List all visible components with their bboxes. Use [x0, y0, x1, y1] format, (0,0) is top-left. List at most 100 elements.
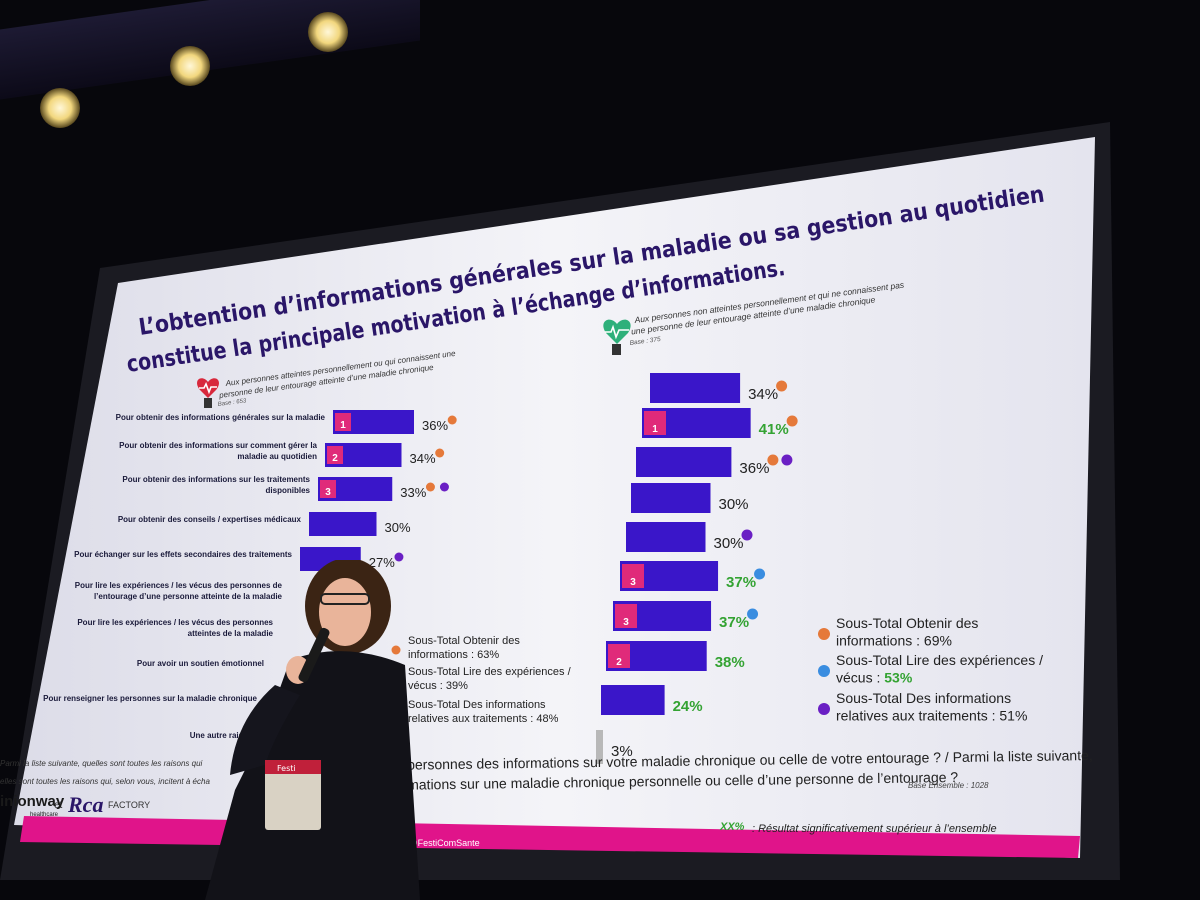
right-bar — [596, 730, 603, 764]
stage-light-3 — [308, 12, 348, 52]
subtotal-line: Sous-Total Obtenir des — [836, 615, 978, 631]
speaker: Festi — [205, 560, 420, 900]
marker-dot-blue — [754, 568, 766, 580]
left-bar — [309, 512, 377, 536]
base-total: Base Ensemble : 1028 — [908, 781, 989, 790]
left-group-icon — [197, 378, 219, 408]
subtotal-marker — [818, 703, 830, 715]
left-category-labels: Pour obtenir des informations générales … — [43, 413, 325, 740]
significance-key: XX% — [719, 821, 745, 833]
subtotal-marker — [818, 665, 830, 677]
speaker-badge-text: Festi — [277, 764, 296, 773]
category-label: Pour lire les expériences / les vécus de… — [77, 618, 273, 627]
value-label: 34% — [748, 386, 778, 403]
value-label: 30% — [714, 535, 744, 552]
subtotal-label: Sous-Total Lire des expériences / vécus :… — [836, 652, 1043, 686]
subtotal-label: Sous-Total Lire des expériences / vécus :… — [408, 666, 572, 692]
category-label: Pour obtenir des informations sur commen… — [119, 441, 317, 450]
right-bar — [650, 373, 741, 403]
value-label: 3% — [611, 743, 633, 760]
marker-dot-orange — [786, 415, 798, 427]
category-label: disponibles — [266, 486, 311, 495]
speaker-badge — [265, 760, 321, 830]
value-label: 24% — [673, 698, 703, 715]
marker-dot-purple — [394, 552, 404, 562]
rank-number: 3 — [325, 487, 331, 498]
rank-number: 2 — [332, 453, 338, 464]
subtotal-line: Sous-Total Lire des expériences / — [836, 652, 1043, 668]
question-line1-a: Parmi la liste suivante, quelles sont to… — [0, 759, 203, 768]
subtotal-line: informations : 69% — [836, 633, 952, 649]
subtotal-label: Sous-Total Des informations relatives aux… — [836, 690, 1027, 724]
subtotal-line: Sous-Total Des informations — [836, 690, 1011, 706]
value-label: 37% — [726, 574, 756, 591]
value-label: 41% — [759, 421, 789, 438]
marker-dot-orange — [447, 415, 457, 425]
marker-dot-orange — [767, 454, 779, 466]
category-label: Pour échanger sur les effets secondaires… — [74, 550, 292, 559]
value-label: 36% — [739, 460, 769, 477]
subtotal-line: Sous-Total Lire des expériences / — [408, 666, 572, 678]
category-label: Pour renseigner les personnes sur la mal… — [43, 694, 257, 703]
value-label: 30% — [719, 496, 749, 513]
rank-badge — [335, 413, 351, 431]
value-label: 27% — [369, 555, 395, 570]
right-bars: 34% 1 41% 36% 30% 30% 3 37% 3 37% 2 38% 24% 3% — [596, 373, 798, 764]
rank-badge — [615, 604, 637, 628]
subtotal-label: Sous-Total Obtenir des informations : 63% — [408, 635, 520, 661]
rank-number: 1 — [652, 424, 658, 435]
category-label: l’entourage d’une personne atteinte de l… — [94, 592, 283, 601]
rank-number: 3 — [630, 577, 636, 588]
rank-badge — [320, 480, 336, 498]
subtotal-label: Sous-Total Obtenir des informations : 69% — [836, 615, 978, 649]
subtotal-line: informations : 63% — [408, 649, 499, 661]
speaker-arm — [230, 685, 300, 775]
rank-badge — [327, 446, 343, 464]
category-label: Pour lire les expériences / les vécus de… — [75, 581, 283, 590]
marker-dot-blue — [747, 608, 759, 620]
footer-handles: omSanté @FestiComSante — [370, 838, 480, 848]
stage-light-2 — [170, 46, 210, 86]
value-label: 37% — [719, 614, 749, 631]
right-subtotals: Sous-Total Obtenir des informations : 69%… — [818, 615, 1043, 724]
logo-rca: Rca — [67, 792, 103, 817]
rank-number: 2 — [616, 657, 622, 668]
marker-dot-purple — [781, 454, 793, 466]
right-bar — [626, 522, 706, 552]
rank-number: 3 — [623, 617, 629, 628]
subtotal-line: Sous-Total Des informations — [408, 699, 546, 711]
marker-dot-orange — [425, 482, 435, 492]
category-label: Une autre raiso — [190, 731, 248, 740]
subtotal-label: Sous-Total Des informations relatives aux… — [408, 699, 559, 725]
marker-dot-orange — [776, 380, 788, 392]
rank-badge — [622, 564, 644, 588]
speaker-glasses — [320, 593, 370, 605]
marker-dot-orange — [435, 448, 445, 458]
rank-badge — [644, 411, 666, 435]
value-label: 34% — [410, 451, 436, 466]
right-bar — [631, 483, 711, 513]
subtotal-line: relatives aux traitements : 51% — [836, 708, 1027, 724]
category-label: maladie au quotidien — [237, 452, 317, 461]
subtotal-line: vécus : 39% — [408, 680, 468, 692]
right-bar — [601, 685, 665, 715]
question-line2-a: elles sont toutes les raisons qui, selon… — [0, 777, 210, 786]
microphone — [298, 627, 330, 683]
left-group-base: Base : 653 — [217, 398, 247, 408]
value-label: 38% — [715, 654, 745, 671]
subtotal-line: relatives aux traitements : 48% — [408, 713, 559, 725]
stage-light-1 — [40, 88, 80, 128]
subtotal-marker — [818, 628, 830, 640]
right-group-base: Base : 375 — [629, 336, 661, 347]
logo-opinionway-sub: healthcare — [30, 812, 59, 818]
value-label: 36% — [422, 418, 448, 433]
logo-opinionway: inionway — [0, 793, 65, 810]
value-label: 30% — [385, 520, 411, 535]
category-label: atteintes de la maladie — [188, 629, 274, 638]
right-group-icon — [603, 319, 631, 355]
rank-number: 1 — [340, 420, 346, 431]
subtotal-significant: 53% — [884, 670, 913, 686]
category-label: Pour obtenir des informations générales … — [116, 413, 326, 422]
category-label: Pour obtenir des conseils / expertises m… — [118, 515, 302, 524]
